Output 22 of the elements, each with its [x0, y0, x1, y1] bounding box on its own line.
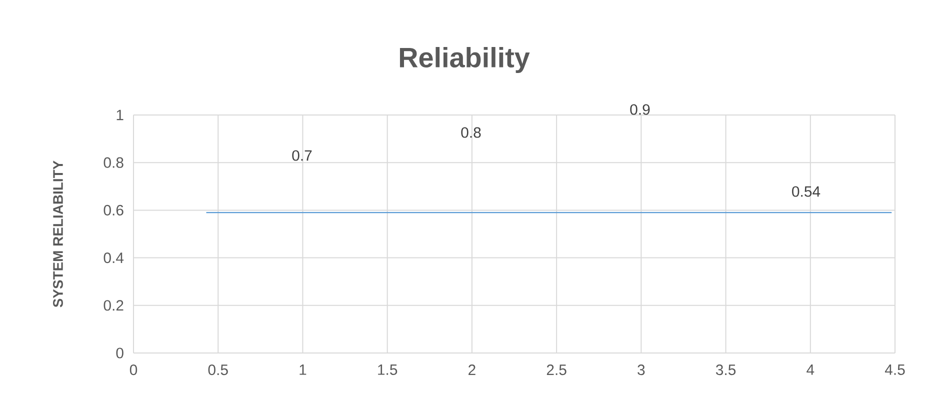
x-tick-label: 4 — [806, 364, 814, 375]
y-tick-label: 0.2 — [104, 300, 124, 311]
y-axis-title: SYSTEM RELIABILITY — [53, 160, 63, 308]
x-tick-label: 2 — [468, 364, 476, 375]
y-tick-label: 0.8 — [104, 157, 124, 168]
x-tick-label: 0 — [130, 364, 138, 376]
x-tick-label: 1 — [300, 364, 306, 375]
y-tick-label: 0.4 — [104, 252, 124, 264]
y-tick-label: 0 — [116, 348, 124, 358]
annotation: 0.7 — [292, 150, 312, 161]
annotation: 0.54 — [792, 186, 820, 197]
x-tick-label: 1.5 — [378, 364, 398, 375]
y-tick-label: 0.6 — [104, 204, 124, 216]
x-tick-label: 3 — [638, 364, 645, 376]
chart-title: Reliability — [400, 47, 530, 73]
x-tick-label: 3.5 — [716, 364, 736, 376]
annotation: 0.8 — [461, 127, 481, 138]
x-tick-label: 2.5 — [546, 364, 566, 376]
x-tick-label: 0.5 — [208, 364, 228, 376]
text: 0.9 — [630, 104, 650, 115]
y-tick-label: 1 — [116, 110, 124, 120]
x-tick-label: 4.5 — [884, 364, 905, 375]
